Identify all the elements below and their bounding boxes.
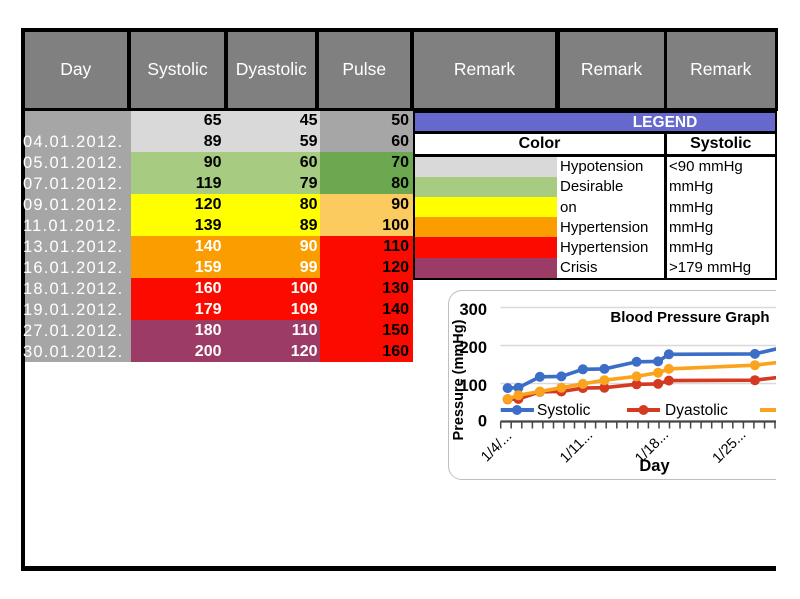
svg-text:200: 200 <box>459 339 487 357</box>
svg-text:Dyastolic: Dyastolic <box>665 402 728 419</box>
svg-text:Systolic: Systolic <box>537 402 591 419</box>
svg-text:1/11...: 1/11... <box>557 427 596 466</box>
svg-text:1/25...: 1/25... <box>710 427 750 467</box>
svg-text:0: 0 <box>478 413 487 431</box>
svg-text:100: 100 <box>459 377 487 395</box>
svg-text:Blood Pressure Graph: Blood Pressure Graph <box>610 309 769 326</box>
svg-text:1/4/...: 1/4/... <box>478 428 515 465</box>
svg-text:Day: Day <box>639 457 670 475</box>
svg-text:Pressure (mmHg): Pressure (mmHg) <box>451 319 467 440</box>
svg-text:300: 300 <box>459 301 487 319</box>
